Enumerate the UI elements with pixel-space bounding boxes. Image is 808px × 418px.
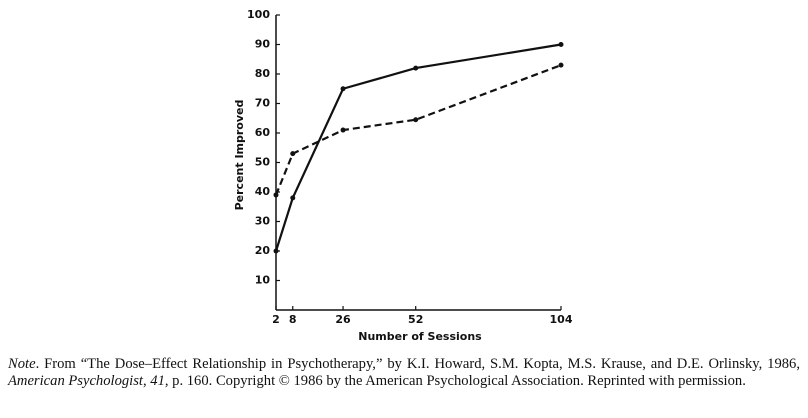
- data-point: [290, 195, 296, 201]
- x-axis-label: Number of Sessions: [358, 330, 482, 343]
- note-text: , p. 160. Copyright © 1986 by the Americ…: [164, 373, 746, 389]
- x-tick-label: 26: [335, 313, 351, 326]
- x-tick-label: 52: [408, 313, 423, 326]
- y-tick-label: 90: [255, 38, 271, 51]
- note-text: Note: [8, 356, 36, 372]
- y-tick-label: 100: [247, 8, 270, 21]
- y-tick-label: 50: [255, 156, 271, 169]
- chart: Percent Improved Number of Sessions 10 20…: [233, 8, 573, 343]
- note-text: American Psychologist: [8, 373, 143, 389]
- data-point: [558, 42, 564, 47]
- data-point: [290, 151, 296, 157]
- data-point: [340, 127, 346, 133]
- data-point: [273, 192, 279, 198]
- note-text: ,: [142, 373, 151, 389]
- series-line: [274, 43, 562, 252]
- data-point: [413, 117, 419, 123]
- x-tick-label: 104: [550, 313, 573, 326]
- y-tick-label: 40: [255, 185, 271, 198]
- y-tick-label: 70: [255, 97, 271, 110]
- y-tick-label: 10: [255, 274, 271, 287]
- x-tick-label: 2: [272, 313, 280, 326]
- y-tick-label: 60: [255, 126, 271, 139]
- y-axis-label: Percent Improved: [233, 100, 246, 211]
- data-point: [558, 62, 564, 68]
- series-line: [274, 64, 562, 196]
- data-point: [273, 248, 279, 254]
- y-tick-label: 80: [255, 67, 271, 80]
- note-text: 41: [150, 373, 165, 389]
- data-point: [413, 65, 419, 71]
- note: Note. From “The Dose–Effect Relationship…: [8, 356, 800, 390]
- note-text: . From “The Dose–Effect Relationship in …: [35, 356, 800, 372]
- y-tick-label: 30: [255, 215, 271, 228]
- data-point: [340, 86, 346, 92]
- y-tick-label: 20: [255, 244, 271, 257]
- x-tick-label: 8: [289, 313, 297, 326]
